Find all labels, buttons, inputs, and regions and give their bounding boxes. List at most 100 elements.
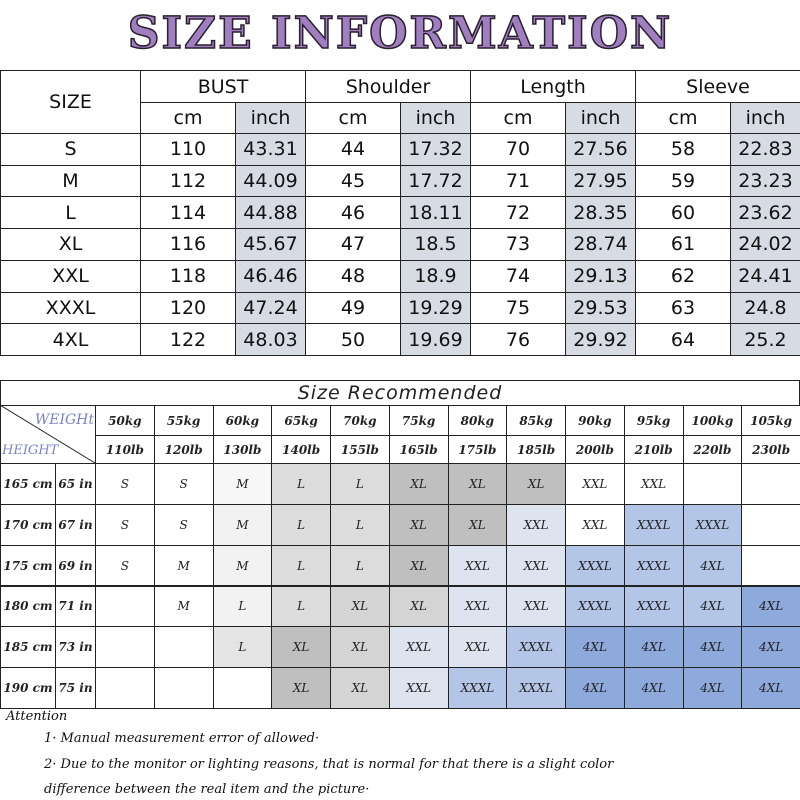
attention-note: 2· Due to the monitor or lighting reason…	[44, 757, 614, 772]
measure-cell: 45	[305, 164, 401, 198]
unit-header: cm	[140, 102, 236, 134]
measure-cell: 73	[470, 228, 566, 261]
size-cell: S	[153, 503, 214, 546]
measure-cell: 19.29	[400, 291, 471, 325]
size-cell: XL	[447, 463, 508, 505]
measure-cell: 63	[635, 291, 731, 325]
size-cell: 4XL	[565, 626, 625, 669]
size-cell: XXXL	[623, 544, 684, 587]
height-label: HEIGHT	[2, 442, 59, 458]
unit-header: inch	[400, 102, 471, 134]
size-cell: XXXL	[506, 667, 566, 709]
group-header: BUST	[140, 70, 306, 103]
measure-cell: 76	[470, 323, 566, 356]
size-cell: XXL	[565, 503, 625, 546]
measure-cell: 23.23	[730, 164, 800, 198]
weight-kg: 105kg	[741, 405, 800, 436]
measure-cell: 62	[635, 259, 731, 293]
measure-cell: 23.62	[730, 196, 800, 230]
size-cell	[153, 667, 214, 709]
measure-cell: 28.35	[565, 196, 636, 230]
size-cell	[212, 667, 273, 709]
height-cm: 185 cm	[0, 626, 56, 669]
measure-cell: 18.5	[400, 228, 471, 261]
unit-header: inch	[235, 102, 306, 134]
size-label: XXL	[0, 259, 141, 293]
title: SIZE INFORMATION	[127, 7, 673, 60]
size-cell: XXXL	[623, 585, 684, 628]
measure-cell: 17.72	[400, 164, 471, 198]
size-cell: L	[330, 463, 390, 505]
size-cell: XXL	[388, 626, 449, 669]
measure-cell: 60	[635, 196, 731, 230]
height-in: 73 in	[55, 626, 96, 669]
attention-note: difference between the real item and the…	[44, 782, 370, 797]
measure-cell: 70	[470, 133, 566, 166]
measure-cell: 18.9	[400, 259, 471, 293]
weight-lb: 220lb	[682, 435, 743, 464]
size-cell: 4XL	[682, 585, 743, 628]
measure-cell: 43.31	[235, 133, 306, 166]
measure-cell: 29.92	[565, 323, 636, 356]
size-cell: 4XL	[623, 626, 684, 669]
measure-cell: 114	[140, 196, 236, 230]
size-cell: XXL	[506, 544, 566, 587]
weight-kg: 90kg	[565, 405, 625, 436]
size-cell: 4XL	[623, 667, 684, 709]
measure-cell: 24.02	[730, 228, 800, 261]
height-in: 69 in	[55, 544, 96, 587]
size-cell: M	[212, 503, 273, 546]
size-cell: L	[212, 626, 273, 669]
measure-cell: 19.69	[400, 323, 471, 356]
measure-cell: 59	[635, 164, 731, 198]
size-cell: XXXL	[506, 626, 566, 669]
size-cell: XXXL	[565, 585, 625, 628]
group-header: Length	[470, 70, 636, 103]
measure-cell: 116	[140, 228, 236, 261]
measure-cell: 64	[635, 323, 731, 356]
size-cell: XL	[330, 585, 390, 628]
size-cell: S	[95, 503, 155, 546]
attention-note: 1· Manual measurement error of allowed·	[44, 731, 320, 746]
size-cell: S	[95, 463, 155, 505]
weight-kg: 55kg	[153, 405, 214, 436]
unit-header: inch	[730, 102, 800, 134]
size-cell: XXXL	[565, 544, 625, 587]
size-cell	[741, 503, 800, 546]
size-cell: L	[330, 503, 390, 546]
measure-cell: 24.41	[730, 259, 800, 293]
size-cell: 4XL	[682, 626, 743, 669]
size-cell: L	[212, 585, 273, 628]
size-cell	[153, 626, 214, 669]
size-cell: XXL	[623, 463, 684, 505]
measure-cell: 118	[140, 259, 236, 293]
weight-lb: 110lb	[95, 435, 155, 464]
measure-cell: 75	[470, 291, 566, 325]
weight-lb: 155lb	[330, 435, 390, 464]
size-cell: S	[153, 463, 214, 505]
weight-kg: 65kg	[271, 405, 331, 436]
measure-cell: 28.74	[565, 228, 636, 261]
weight-lb: 140lb	[271, 435, 331, 464]
group-header: Sleeve	[635, 70, 800, 103]
measure-cell: 46.46	[235, 259, 306, 293]
size-cell: XXL	[565, 463, 625, 505]
measure-cell: 44	[305, 133, 401, 166]
size-label: 4XL	[0, 323, 141, 356]
measure-cell: 29.13	[565, 259, 636, 293]
unit-header: cm	[305, 102, 401, 134]
measure-cell: 49	[305, 291, 401, 325]
weight-lb: 175lb	[447, 435, 508, 464]
size-cell: M	[153, 585, 214, 628]
size-cell: XL	[271, 626, 331, 669]
measure-cell: 48	[305, 259, 401, 293]
measure-cell: 29.53	[565, 291, 636, 325]
size-cell: XL	[388, 463, 449, 505]
measure-cell: 120	[140, 291, 236, 325]
measure-cell: 48.03	[235, 323, 306, 356]
height-in: 71 in	[55, 585, 96, 628]
size-cell: XL	[330, 667, 390, 709]
size-cell: 4XL	[565, 667, 625, 709]
measure-cell: 72	[470, 196, 566, 230]
